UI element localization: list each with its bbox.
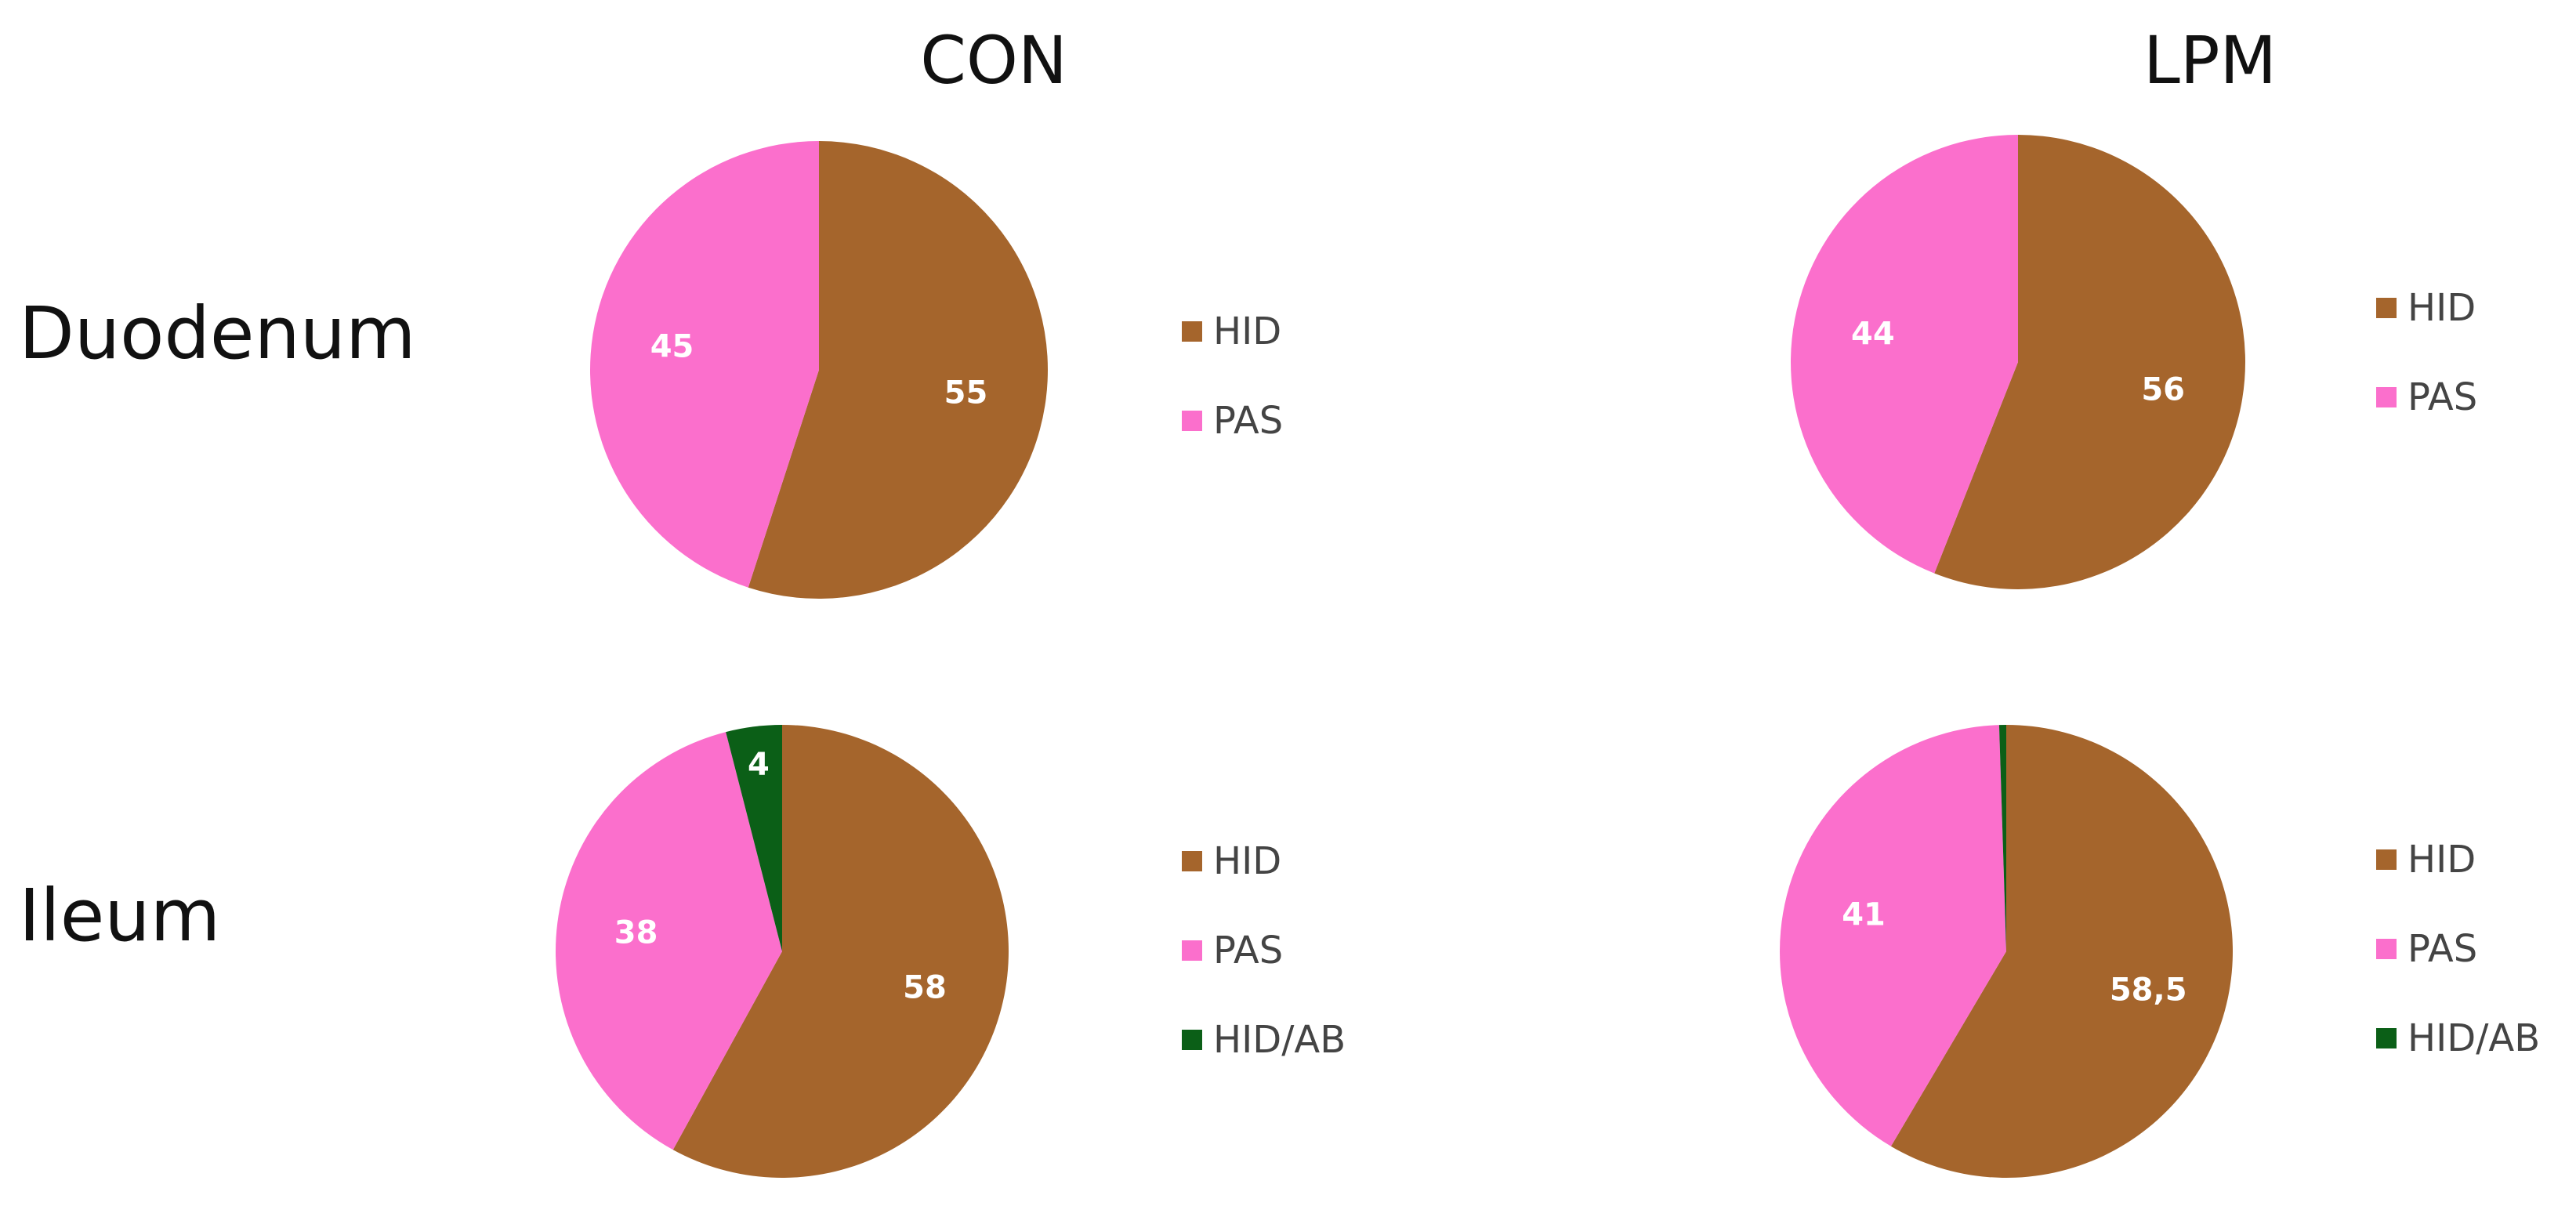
pie-con-duodenum: 55 45	[590, 141, 1049, 599]
legend-item-pas: PAS	[2376, 373, 2477, 422]
legend-label: HID	[2408, 286, 2476, 330]
legend-label: HID	[2408, 838, 2476, 882]
slice-label-hid: 56	[2141, 371, 2185, 407]
slice-pas	[1779, 725, 2006, 1146]
pie-con-ileum: 58 38 4	[555, 725, 1009, 1178]
legend-item-pas: PAS	[2376, 925, 2540, 973]
legend-swatch	[1182, 411, 1202, 431]
legend-swatch	[1182, 1030, 1202, 1050]
legend-con-duodenum: HID PAS	[1182, 307, 1283, 486]
legend-lpm-ileum: HID PAS HID/AB	[2376, 835, 2540, 1103]
legend-item-hid: HID	[2376, 835, 2540, 884]
legend-lpm-duodenum: HID PAS	[2376, 284, 2477, 462]
slice-label-hid: 58,5	[2110, 972, 2187, 1009]
legend-item-hid-ab: HID/AB	[1182, 1016, 1346, 1064]
legend-swatch	[2376, 387, 2397, 407]
legend-item-hid: HID	[1182, 307, 1283, 356]
legend-label: PAS	[2408, 375, 2478, 419]
column-title-lpm: LPM	[2143, 22, 2277, 99]
legend-item-pas: PAS	[1182, 397, 1283, 445]
legend-item-hid: HID	[2376, 284, 2477, 332]
legend-item-hid: HID	[1182, 837, 1346, 885]
legend-label: PAS	[2408, 927, 2478, 971]
slice-hid-ab	[726, 725, 782, 951]
legend-swatch	[1182, 851, 1202, 871]
slice-label-pas: 45	[650, 328, 694, 364]
slice-pas	[1790, 135, 2018, 574]
legend-label: PAS	[1213, 929, 1284, 972]
slice-label-hid: 58	[903, 970, 947, 1006]
legend-swatch	[1182, 940, 1202, 961]
slice-hid	[672, 725, 1009, 1178]
row-title-ileum: Ileum	[19, 874, 221, 958]
legend-swatch	[2376, 1028, 2397, 1048]
legend-label: PAS	[1213, 399, 1284, 443]
legend-label: HID	[1213, 310, 1282, 353]
pie-lpm-duodenum: 56 44	[1790, 135, 2245, 589]
legend-label: HID	[1213, 839, 1282, 883]
slice-label-hid-ab: 4	[748, 747, 770, 783]
slice-label-pas: 44	[1851, 317, 1895, 353]
legend-label: HID/AB	[2408, 1016, 2541, 1060]
legend-con-ileum: HID PAS HID/AB	[1182, 837, 1346, 1105]
row-title-duodenum: Duodenum	[19, 292, 416, 375]
slice-hid	[748, 141, 1049, 599]
legend-item-hid-ab: HID/AB	[2376, 1014, 2540, 1063]
slice-hid-ab	[1998, 725, 2006, 951]
slice-pas	[555, 732, 782, 1150]
slice-hid	[1890, 725, 2233, 1178]
legend-item-pas: PAS	[1182, 926, 1346, 975]
slice-label-hid: 55	[944, 375, 988, 411]
legend-label: HID/AB	[1213, 1018, 1346, 1062]
slice-hid	[1934, 135, 2245, 589]
slice-label-pas: 41	[1842, 896, 1886, 933]
legend-swatch	[1182, 321, 1202, 342]
slice-label-pas: 38	[614, 914, 658, 951]
slice-pas	[590, 141, 819, 588]
pie-lpm-ileum: 58,5 41	[1779, 725, 2233, 1178]
legend-swatch	[2376, 298, 2397, 318]
legend-swatch	[2376, 939, 2397, 959]
column-title-con: CON	[920, 22, 1067, 99]
legend-swatch	[2376, 849, 2397, 870]
